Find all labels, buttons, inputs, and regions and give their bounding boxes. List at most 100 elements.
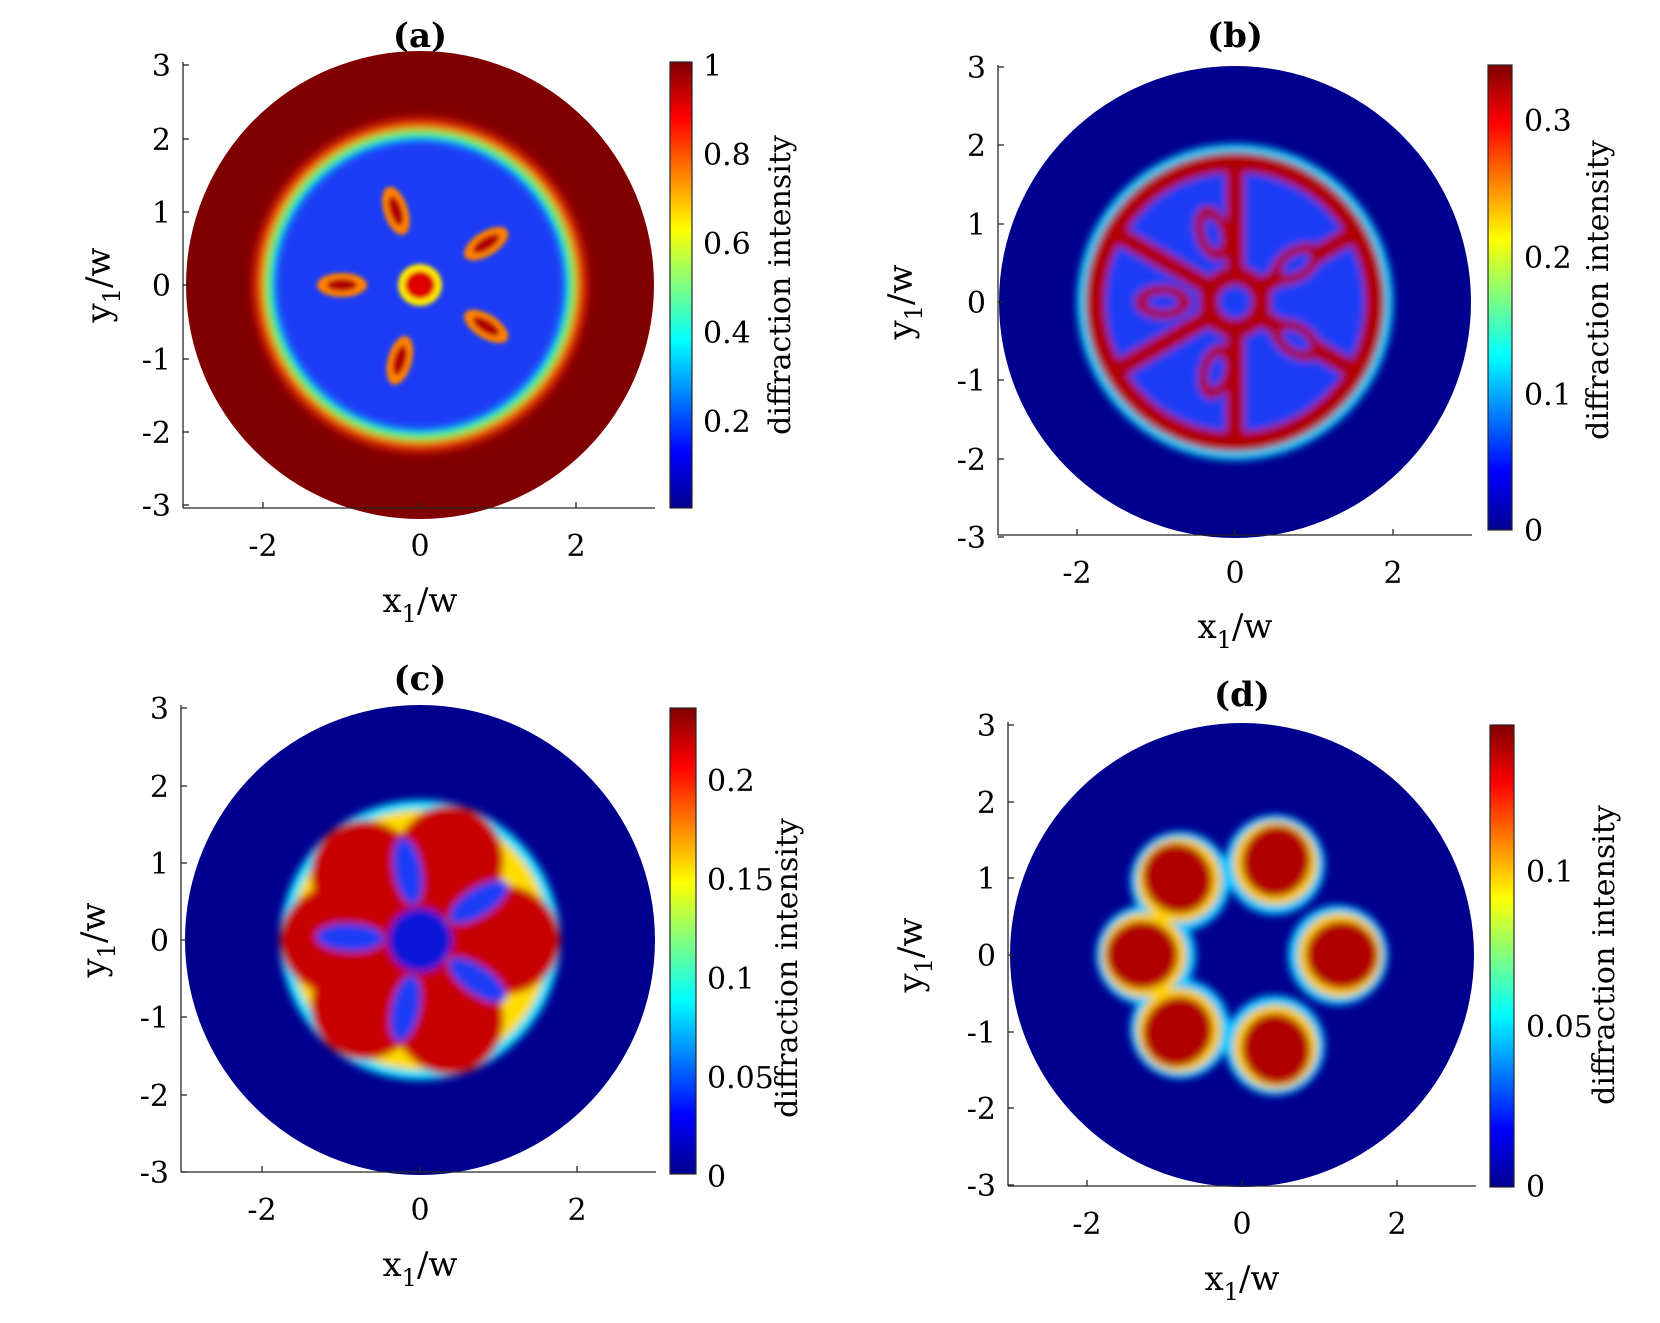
panel-c-cb-tick: 0.15 <box>707 863 774 898</box>
panel-c-slits <box>316 837 509 1042</box>
panel-a-lobe-set <box>317 186 509 385</box>
panel-a-ytick: 2 <box>152 123 171 158</box>
panel-d-heatmap <box>1010 723 1474 1187</box>
panel-d-background <box>1010 723 1474 1187</box>
panel-b-cb-tick: 0.3 <box>1524 104 1572 139</box>
panel-c-heatmap <box>185 705 655 1175</box>
panel-d-ytick: -3 <box>967 1169 996 1204</box>
panel-c-petals <box>280 800 560 1080</box>
panel-a-xtick: -2 <box>248 529 277 564</box>
panel-b-colorbar: 0.3 0.2 0.1 0 diffraction intensity <box>1487 64 1616 549</box>
panel-a: (a) <box>79 16 798 628</box>
panel-c-ytick: -1 <box>140 1001 169 1036</box>
panel-b-ytick: -3 <box>957 521 986 556</box>
panel-a-colorbar-gradient <box>670 62 692 508</box>
panel-a-lobe-core <box>473 234 500 254</box>
panel-a-cb-tick: 0.2 <box>703 405 751 440</box>
panel-a-colorbar: 1 0.8 0.6 0.4 0.2 diffraction intensity <box>669 49 798 509</box>
panel-d-title: (d) <box>1214 675 1270 715</box>
panel-c-ylabel: y1/w <box>74 902 121 978</box>
panel-d-cb-tick: 0.1 <box>1526 855 1574 890</box>
panel-d-cb-label: diffraction intensity <box>1587 805 1622 1105</box>
panel-c-cb-tick: 0 <box>707 1160 726 1195</box>
panel-a-lobe-core <box>388 196 404 226</box>
panel-c-xtick: 0 <box>410 1193 429 1228</box>
panel-c-ytick: 2 <box>150 770 169 805</box>
panel-c-ytick: 3 <box>150 692 169 727</box>
panel-a-ytick: 0 <box>152 269 171 304</box>
panel-c-ytick: -2 <box>140 1079 169 1114</box>
panel-d-ytick: 0 <box>977 939 996 974</box>
panel-a-cb-label: diffraction intensity <box>763 135 798 435</box>
panel-c-title: (c) <box>394 659 447 699</box>
panel-b-ytick: 3 <box>967 51 986 86</box>
panel-b-cb-tick: 0.1 <box>1524 378 1572 413</box>
panel-b-inner-lobes <box>1135 206 1322 399</box>
panel-c-xtick: -2 <box>247 1193 276 1228</box>
panel-d-ytick: -2 <box>967 1092 996 1127</box>
panel-d-xtick: -2 <box>1072 1207 1101 1242</box>
panel-d: (d) <box>891 675 1622 1306</box>
panel-d-cb-tick: 0.05 <box>1526 1010 1593 1045</box>
panel-c-ytick: -3 <box>140 1156 169 1191</box>
panel-b-xtick: -2 <box>1062 556 1091 591</box>
panel-a-ytick: -2 <box>142 416 171 451</box>
panel-d-y-ticks: 3 2 1 0 -1 -2 -3 <box>967 709 1014 1204</box>
panel-a-ytick: 1 <box>152 196 171 231</box>
panel-d-xlabel: x1/w <box>1204 1259 1279 1306</box>
panel-d-cb-tick: 0 <box>1526 1170 1545 1205</box>
panel-a-cb-tick: 0.8 <box>703 138 751 173</box>
panel-d-ytick: 3 <box>977 709 996 744</box>
panel-c-xlabel: x1/w <box>382 1245 457 1292</box>
panel-b-x-ticks: -2 0 2 <box>1062 529 1403 591</box>
panel-c-ytick: 1 <box>150 847 169 882</box>
panel-b-title: (b) <box>1207 16 1263 56</box>
panel-a-cb-tick: 0.4 <box>703 316 751 351</box>
panel-b-xlabel: x1/w <box>1197 607 1272 654</box>
panel-c-ytick: 0 <box>150 924 169 959</box>
panel-b-ylabel: y1/w <box>881 264 928 340</box>
panel-b-xtick: 0 <box>1225 556 1244 591</box>
panel-d-xtick: 0 <box>1232 1207 1251 1242</box>
panel-a-center-spot <box>405 271 435 299</box>
panel-c-colorbar-gradient <box>670 708 696 1174</box>
panel-d-lobes <box>1096 814 1388 1096</box>
panel-a-lobe-core <box>392 345 407 375</box>
panel-a-title: (a) <box>393 16 447 56</box>
panel-b-ytick: 2 <box>967 129 986 164</box>
panel-a-x-ticks: -2 0 2 <box>248 502 586 564</box>
panel-d-ylabel: y1/w <box>891 917 938 993</box>
panel-d-x-ticks: -2 0 2 <box>1072 1180 1407 1242</box>
panel-b-center-hole <box>1218 285 1252 319</box>
panel-b: (b) <box>881 16 1616 654</box>
panel-a-cb-tick: 0.6 <box>703 227 751 262</box>
panel-b-cb-tick: 0.2 <box>1524 241 1572 276</box>
panel-d-ytick: 2 <box>977 786 996 821</box>
panel-b-y-ticks: 3 2 1 0 -1 -2 -3 <box>957 51 1004 556</box>
panel-a-lobe-core <box>473 316 500 336</box>
panel-a-lobes <box>317 186 509 385</box>
panel-b-heatmap <box>999 66 1471 538</box>
panel-d-lobe-cores <box>1106 825 1378 1085</box>
panel-c-center <box>388 908 452 972</box>
panel-b-ytick: 1 <box>967 208 986 243</box>
panel-c-y-ticks: 3 2 1 0 -1 -2 -3 <box>140 692 187 1191</box>
panel-a-xtick: 2 <box>566 529 585 564</box>
panel-a-heatmap <box>186 51 654 519</box>
panel-d-ytick: 1 <box>977 862 996 897</box>
panel-b-web <box>1077 144 1393 460</box>
panel-c-cb-tick: 0.2 <box>707 764 755 799</box>
panel-c-xtick: 2 <box>567 1193 586 1228</box>
panel-a-xlabel: x1/w <box>382 581 457 628</box>
panel-c-cb-tick: 0.05 <box>707 1061 774 1096</box>
panel-b-ytick: 0 <box>967 286 986 321</box>
panel-c-cb-label: diffraction intensity <box>770 818 805 1118</box>
panel-a-ytick: -3 <box>142 489 171 524</box>
panel-b-cb-tick: 0 <box>1524 514 1543 549</box>
panel-a-cb-tick: 1 <box>703 49 722 84</box>
panel-c-colorbar: 0.2 0.15 0.1 0.05 0 diffraction intensit… <box>669 707 805 1195</box>
panel-c-cb-tick: 0.1 <box>707 962 755 997</box>
panel-c: (c) <box>74 659 805 1292</box>
